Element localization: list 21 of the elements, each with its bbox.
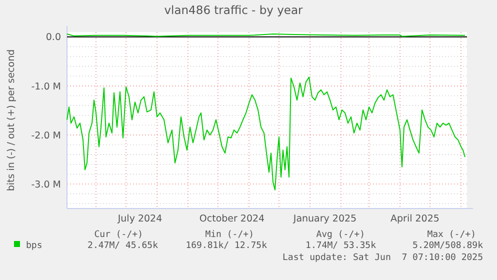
x-tick-label: April 2025 — [390, 214, 440, 224]
text: Last update: Sat Jun 7 07:10:00 2025 — [282, 253, 483, 263]
y-tick-label: -3.0 M — [31, 179, 61, 190]
text: Cur (-/+) — [94, 230, 143, 240]
chart-title: vlan486 traffic - by year — [164, 3, 304, 17]
line-series — [66, 76, 466, 190]
text: 169.81k/ 12.75k — [186, 241, 268, 251]
x-tick-label: October 2024 — [199, 214, 265, 224]
text: Max (-/+) — [427, 230, 476, 240]
y-tick-label: -1.0 M — [31, 81, 61, 92]
legend-label: bps — [26, 241, 42, 251]
y-axis-title: bits in (-) / out (+) per second — [6, 49, 17, 192]
text: 1.74M/ 53.35k — [306, 241, 377, 251]
y-tick-label: 0.0 — [46, 32, 61, 44]
text: 5.20M/508.89k — [412, 241, 484, 251]
text: Avg (-/+) — [316, 230, 365, 240]
x-tick-label: July 2024 — [116, 214, 162, 224]
y-tick-label: -2.0 M — [31, 130, 61, 142]
text: Min (-/+) — [205, 230, 254, 240]
x-tick-label: January 2025 — [292, 214, 357, 224]
text: 2.47M/ 45.65k — [88, 241, 159, 251]
